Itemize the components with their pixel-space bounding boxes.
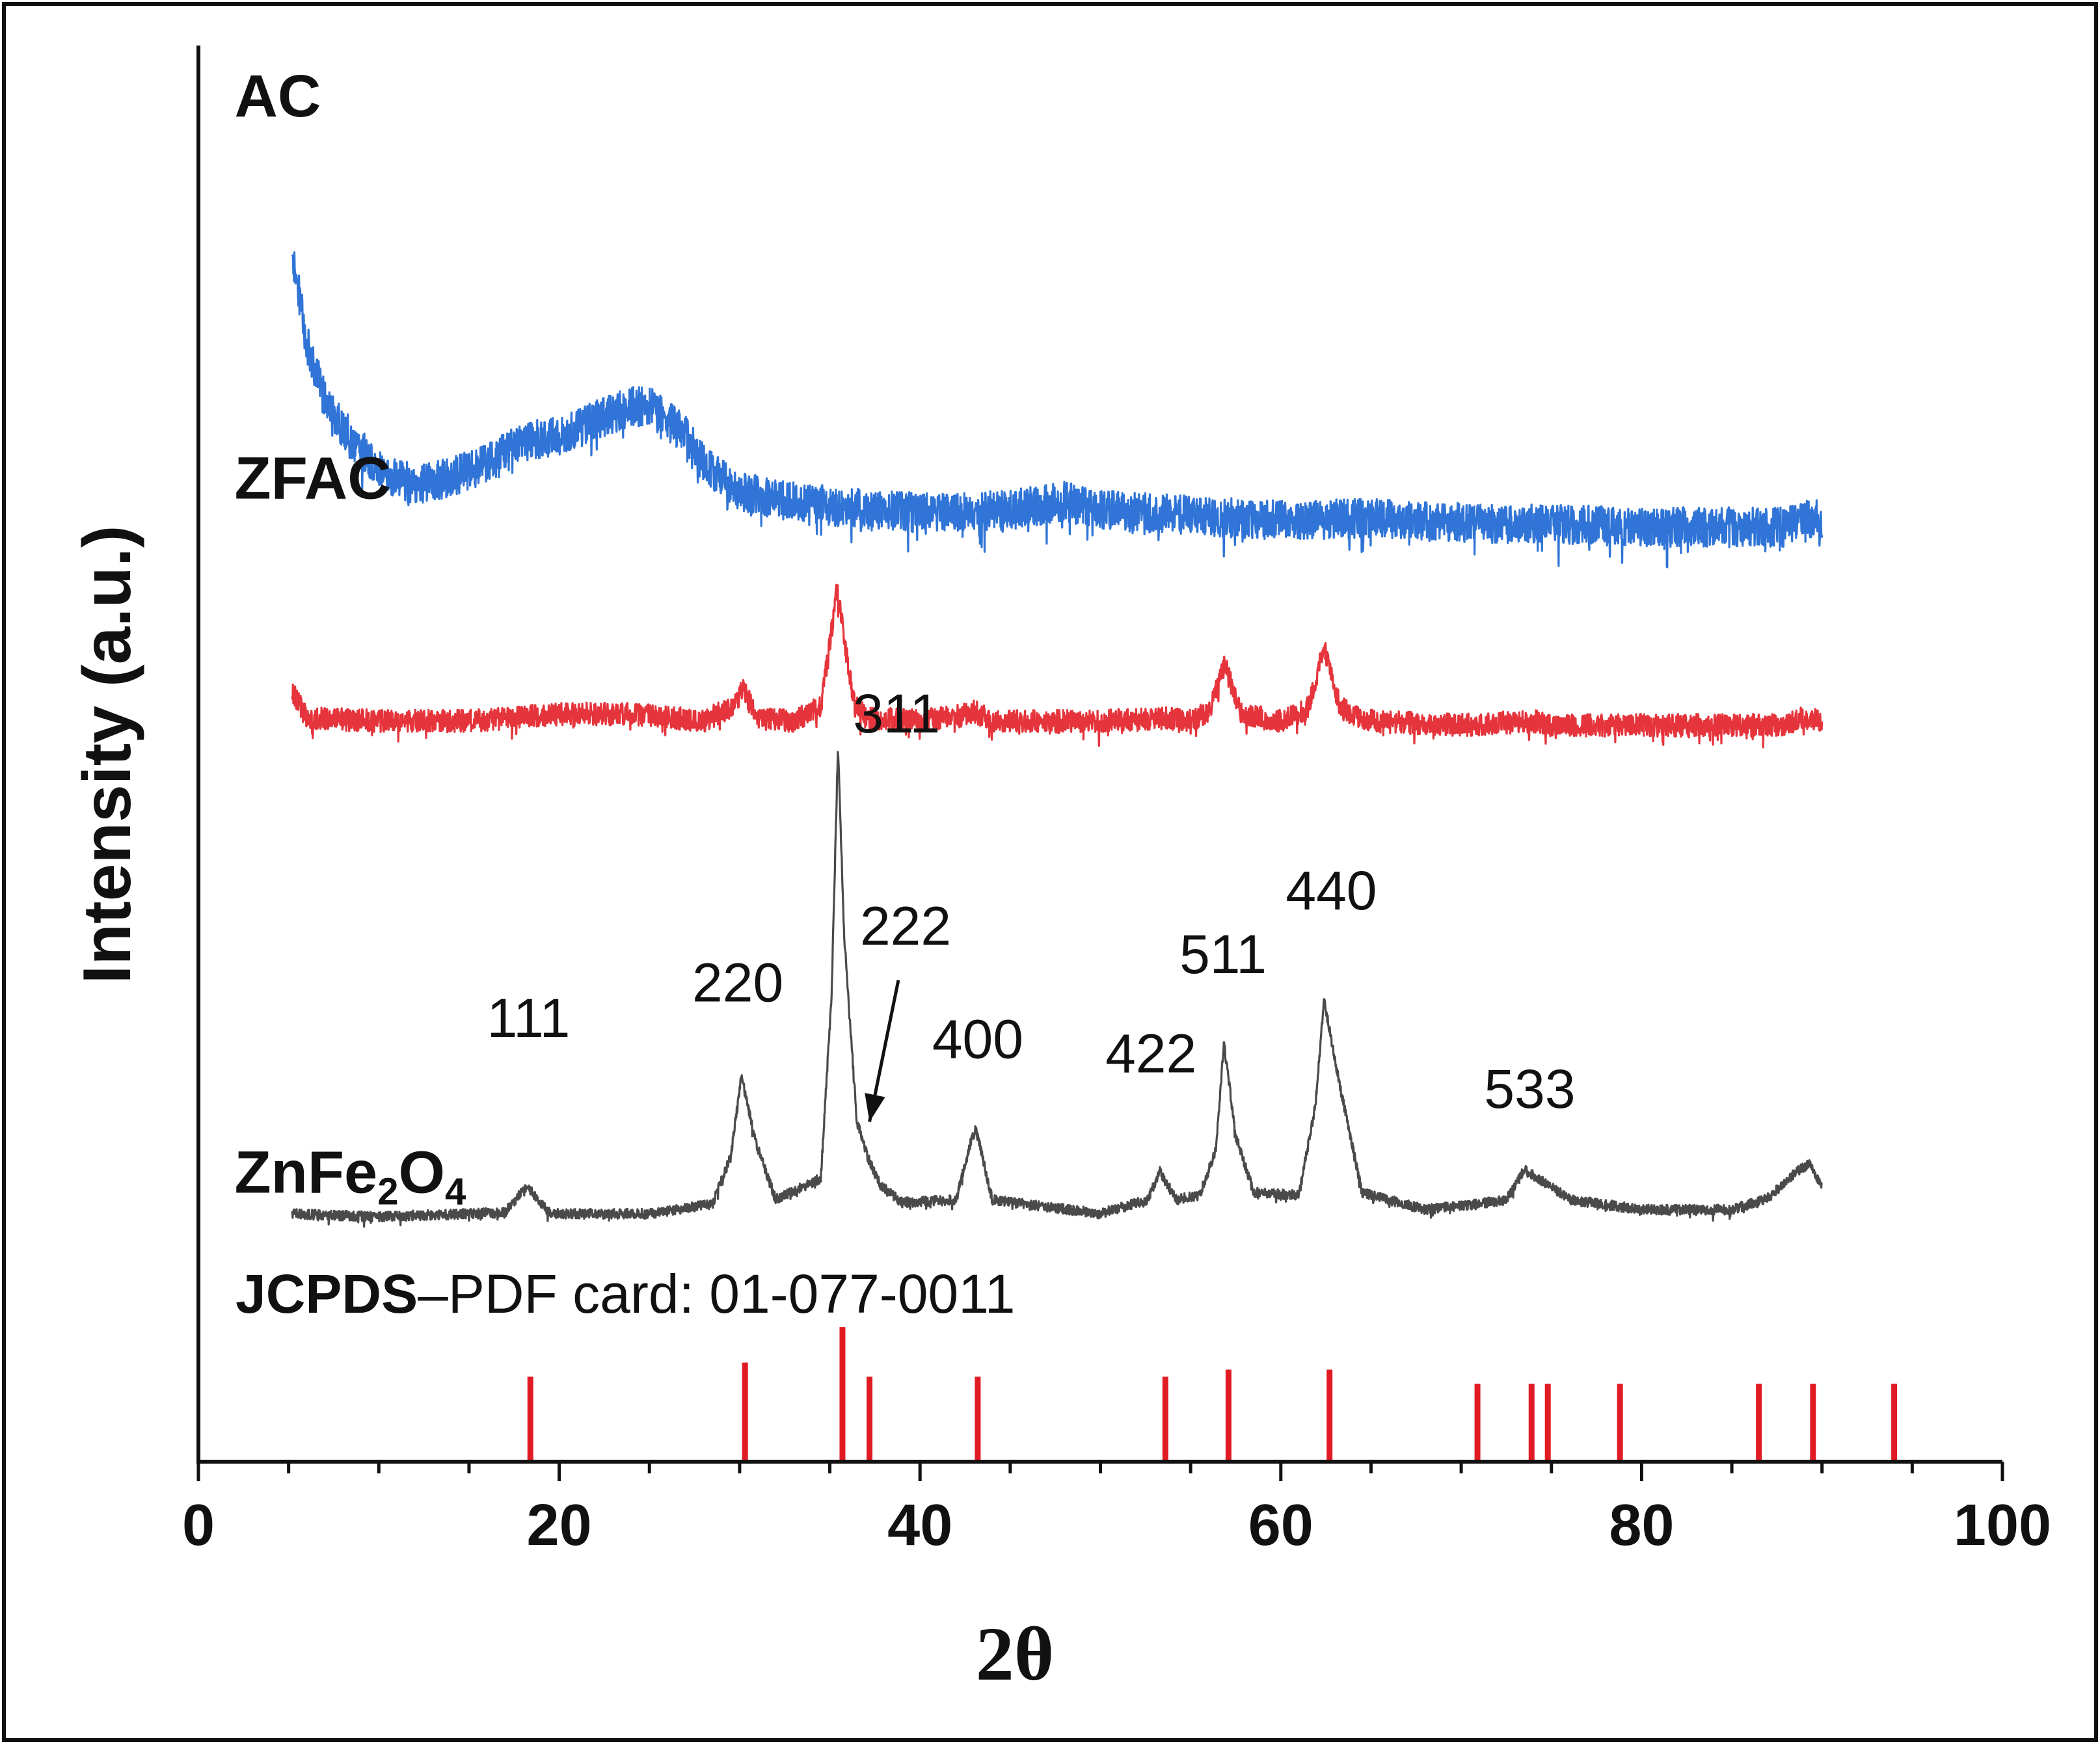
x-tick-label: 100 <box>1954 1493 2051 1558</box>
reference-card-text: –PDF card: 01-077-0011 <box>418 1263 1015 1324</box>
x-tick-label: 0 <box>182 1493 215 1558</box>
peak-label: 533 <box>1484 1058 1575 1120</box>
peak-label: 311 <box>853 683 940 744</box>
series-layer <box>291 251 1824 1228</box>
y-axis-label: Intensity (a.u.) <box>70 526 145 984</box>
peak-arrow-head <box>865 1093 885 1122</box>
series-label-znfe: ZnFe2O4 <box>234 1139 466 1213</box>
peak-label: 440 <box>1286 860 1377 921</box>
peak-label: 511 <box>1179 924 1267 985</box>
x-tick-label: 60 <box>1248 1493 1313 1558</box>
peak-label: 222 <box>860 895 951 956</box>
series-line-zfac <box>291 584 1824 749</box>
peak-label: 422 <box>1105 1023 1196 1084</box>
peak-label: 220 <box>692 952 783 1013</box>
reference-card-bold: JCPDS <box>236 1263 418 1324</box>
axes: 0 20 40 60 80 100 <box>182 46 2051 1558</box>
x-tick-label: 20 <box>527 1493 592 1558</box>
x-axis-label: 2θ <box>976 1611 1055 1697</box>
series-label-zfac: ZFAC <box>234 446 390 512</box>
peak-label: 400 <box>932 1009 1023 1070</box>
reference-lines <box>527 1327 1898 1462</box>
annotations: AC ZFAC ZnFe2O4 111 220 311 222 400 422 511 440 533 <box>234 63 1575 1213</box>
x-tick-label: 40 <box>887 1493 952 1558</box>
peak-label: 111 <box>487 987 571 1049</box>
series-line-znfe2o4 <box>291 751 1823 1228</box>
series-label-ac: AC <box>234 63 321 129</box>
reference-card-label: JCPDS–PDF card: 01-077-0011 <box>236 1263 1015 1324</box>
x-tick-label: 80 <box>1609 1493 1674 1558</box>
series-line-ac <box>291 251 1824 569</box>
